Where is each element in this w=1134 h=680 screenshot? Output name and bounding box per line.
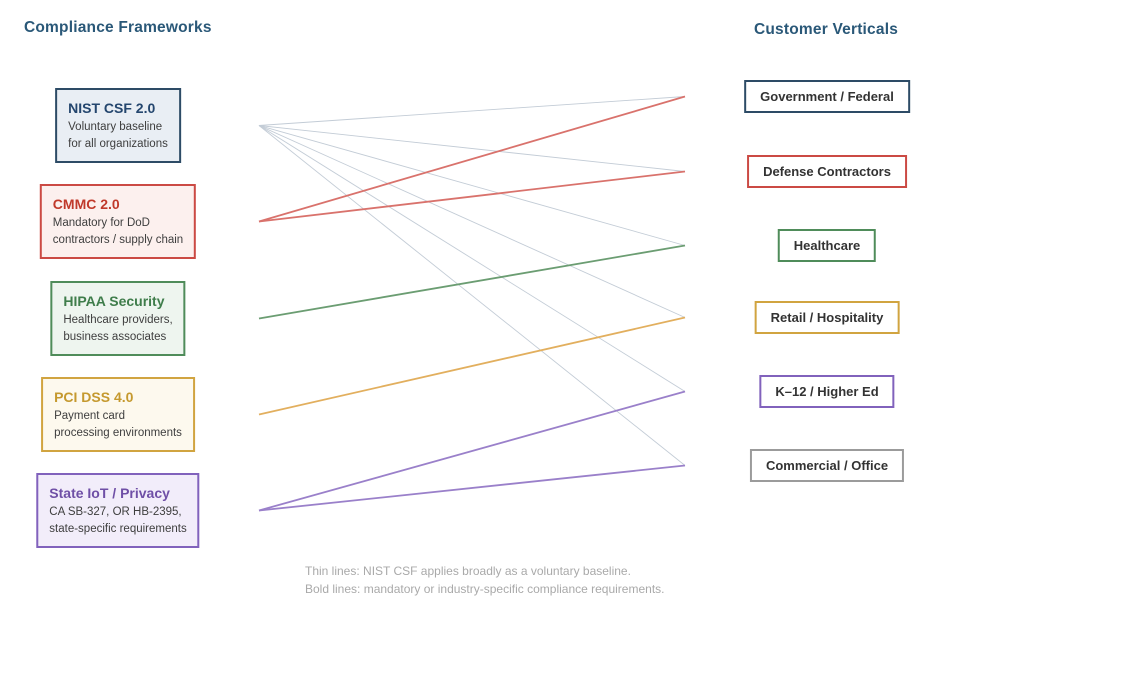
framework-desc-line1: Voluntary baseline (68, 121, 163, 133)
vertical-box-defense: Defense Contractors (747, 155, 907, 188)
legend-bold-lines-note: Bold lines: mandatory or industry-specif… (305, 582, 665, 596)
framework-box-cmmc: CMMC 2.0 Mandatory for DoD contractors / s… (39, 184, 197, 259)
vertical-box-gov: Government / Federal (744, 80, 910, 113)
framework-desc-line2: business associates (63, 330, 167, 343)
legend-caption: Thin lines: NIST CSF applies broadly as … (305, 562, 665, 598)
framework-desc-line2: for all organizations (68, 137, 168, 150)
edge-nist-healthcare (258, 125, 686, 246)
framework-desc-line2: state-specific requirements (49, 522, 187, 535)
vertical-box-retail: Retail / Hospitality (754, 301, 900, 334)
framework-desc-line2: processing environments (54, 426, 182, 439)
edge-pci-retail (258, 316, 686, 416)
framework-title: PCI DSS 4.0 (54, 389, 134, 405)
framework-title: CMMC 2.0 (52, 196, 120, 212)
edge-nist-gov (258, 96, 686, 126)
framework-box-nist: NIST CSF 2.0 Voluntary baseline for all or… (55, 88, 181, 163)
edge-nist-k12 (258, 125, 686, 392)
legend-thin-lines-note: Thin lines: NIST CSF applies broadly as … (305, 564, 631, 578)
edge-nist-defense (258, 125, 686, 172)
vertical-box-commercial: Commercial / Office (749, 449, 905, 482)
edge-nist-commercial (258, 125, 686, 466)
framework-title: State IoT / Privacy (49, 485, 170, 501)
framework-box-pci: PCI DSS 4.0 Payment card processing enviro… (41, 377, 195, 452)
framework-desc-line1: Mandatory for DoD (52, 217, 150, 229)
vertical-box-k12: K–12 / Higher Ed (759, 375, 895, 408)
framework-box-hipaa: HIPAA Security Healthcare providers, busin… (50, 281, 186, 356)
right-column-title: Customer Verticals (754, 21, 899, 38)
edge-cmmc-defense (258, 170, 686, 223)
framework-desc-line2: contractors / supply chain (52, 233, 184, 246)
edge-stateiot-commercial (258, 464, 686, 512)
framework-desc-line1: Payment card (54, 410, 126, 422)
edge-hipaa-healthcare (258, 244, 686, 320)
edge-cmmc-gov (258, 95, 686, 223)
edge-stateiot-k12 (258, 390, 686, 512)
edge-nist-retail (258, 125, 686, 318)
framework-box-stateiot: State IoT / Privacy CA SB-327, OR HB-2395… (36, 473, 200, 548)
vertical-box-healthcare: Healthcare (777, 229, 877, 262)
framework-desc-line1: CA SB-327, OR HB-2395, (49, 506, 182, 518)
framework-title: NIST CSF 2.0 (68, 100, 156, 116)
framework-title: HIPAA Security (63, 293, 165, 309)
framework-desc-line1: Healthcare providers, (63, 314, 173, 326)
left-column-title: Compliance Frameworks (24, 19, 212, 36)
